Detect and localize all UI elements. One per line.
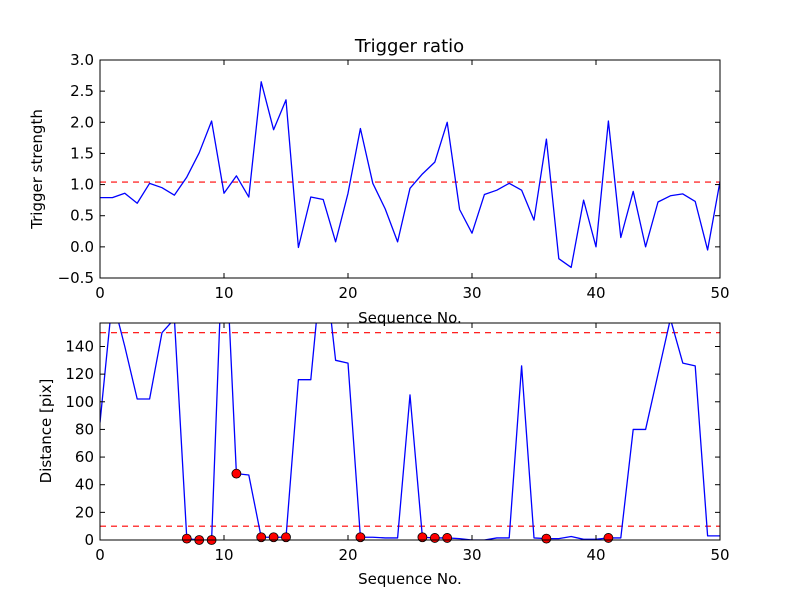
distance-chart-xtick-label: 20 — [338, 546, 357, 564]
distance-chart-marker — [181, 533, 192, 544]
distance-chart-series-line — [100, 323, 720, 540]
distance-chart-ytick-label: 0 — [84, 531, 94, 549]
trigger-chart-xlabel: Sequence No. — [358, 309, 462, 327]
distance-chart-xtick-label: 10 — [214, 546, 233, 564]
distance-chart-xtick-label: 50 — [710, 546, 729, 564]
trigger-chart-xtick-label: 20 — [338, 284, 357, 302]
trigger-chart-ytick-label: −0.5 — [58, 269, 94, 287]
distance-chart-ylabel: Distance [pix] — [37, 379, 55, 484]
distance-chart-ytick-label: 120 — [65, 365, 94, 383]
trigger-chart-plot-area — [100, 81, 720, 269]
trigger-chart-ytick-label: 2.0 — [70, 113, 94, 131]
trigger-chart-ytick-label: 0.5 — [70, 207, 94, 225]
distance-chart-xlabel: Sequence No. — [358, 570, 462, 588]
distance-chart-ticks: 0 10 20 30 40 50 0 20 40 60 80 100 120 140 — [65, 323, 730, 564]
distance-chart-ytick-label: 40 — [75, 476, 94, 494]
trigger-chart-xtick-label: 30 — [462, 284, 481, 302]
distance-chart-marker — [442, 533, 453, 543]
distance-chart-clipped-marks — [100, 323, 720, 540]
distance-chart-plot-area — [100, 323, 720, 545]
distance-chart: 0 10 20 30 40 50 0 20 40 60 80 100 120 140 Sequence N… — [37, 322, 730, 588]
distance-chart-marker — [268, 532, 279, 543]
trigger-chart-title: Trigger ratio — [354, 36, 464, 57]
trigger-chart-xtick-label: 0 — [95, 284, 105, 302]
distance-chart-ytick-label: 60 — [75, 448, 94, 466]
distance-chart-xtick-label: 30 — [462, 546, 481, 564]
trigger-chart-xtick-label: 40 — [586, 284, 605, 302]
distance-chart-marker — [429, 533, 440, 543]
trigger-chart-clipped-marks — [100, 81, 720, 269]
distance-chart-marker — [541, 533, 552, 544]
trigger-chart-ticks: 0 10 20 30 40 50 −0.5 0.0 0.5 1.0 1.5 2.0 2.5 3.0 — [58, 51, 730, 302]
trigger-chart: Trigger ratio 0 10 20 30 40 50 −0.5 0.0 0.5 1.0 1.… — [28, 36, 730, 327]
distance-chart-marker — [355, 532, 366, 543]
trigger-chart-ytick-label: 2.5 — [70, 82, 94, 100]
trigger-chart-frame — [99, 59, 721, 279]
trigger-chart-ylabel: Trigger strength — [28, 109, 46, 230]
distance-chart-marker — [231, 468, 242, 479]
trigger-chart-ytick-label: 1.0 — [70, 176, 94, 194]
trigger-chart-ytick-label: 3.0 — [70, 51, 94, 69]
trigger-chart-series-line — [100, 81, 720, 269]
trigger-chart-xtick-label: 50 — [710, 284, 729, 302]
distance-chart-ytick-label: 140 — [65, 337, 94, 355]
distance-chart-ytick-label: 100 — [65, 393, 94, 411]
distance-chart-marker — [417, 532, 428, 543]
trigger-chart-ytick-label: 0.0 — [70, 238, 94, 256]
trigger-chart-ytick-label: 1.5 — [70, 144, 94, 162]
distance-chart-frame — [99, 322, 721, 541]
distance-chart-marker — [603, 533, 614, 543]
trigger-chart-xtick-label: 10 — [214, 284, 233, 302]
distance-chart-xtick-label: 40 — [586, 546, 605, 564]
distance-chart-xtick-label: 0 — [95, 546, 105, 564]
distance-chart-marker — [256, 532, 267, 543]
distance-chart-ytick-label: 20 — [75, 503, 94, 521]
distance-chart-marker — [281, 532, 291, 543]
distance-chart-ytick-label: 80 — [75, 420, 94, 438]
